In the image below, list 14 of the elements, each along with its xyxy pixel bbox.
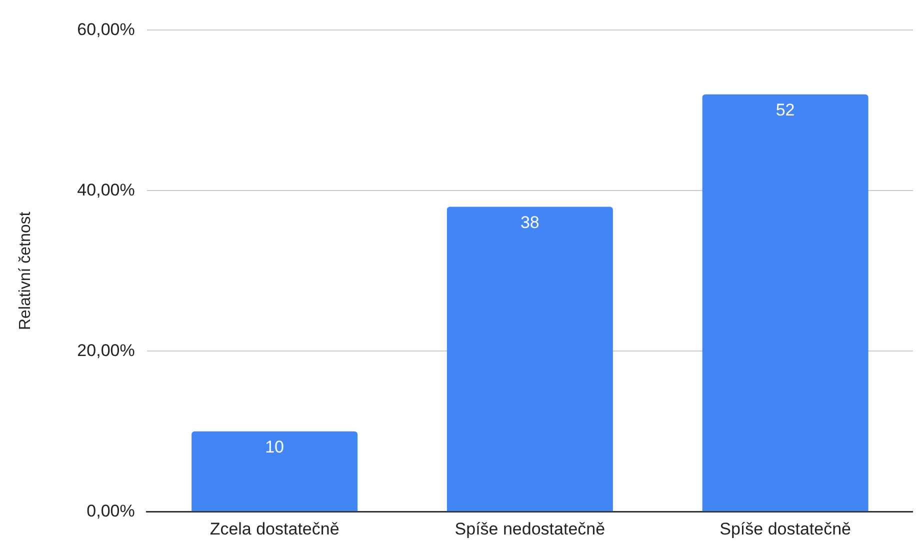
bar <box>192 431 358 512</box>
y-tick-label: 40,00% <box>77 180 135 200</box>
data-label: 10 <box>265 438 284 457</box>
y-tick-label: 20,00% <box>77 340 135 360</box>
data-label: 38 <box>520 212 540 232</box>
y-tick-label: 60,00% <box>77 20 135 39</box>
y-axis-title: Relativní četnost <box>17 211 34 330</box>
x-tick-label: Spíše nedostatečně <box>454 519 606 538</box>
x-tick-label: Spíše dostatečně <box>720 519 851 538</box>
x-tick-label: Zcela dostatečně <box>210 519 340 538</box>
data-label: 52 <box>776 100 795 120</box>
bar <box>702 94 868 512</box>
y-tick-label: 0,00% <box>86 501 135 520</box>
bar <box>446 206 613 512</box>
